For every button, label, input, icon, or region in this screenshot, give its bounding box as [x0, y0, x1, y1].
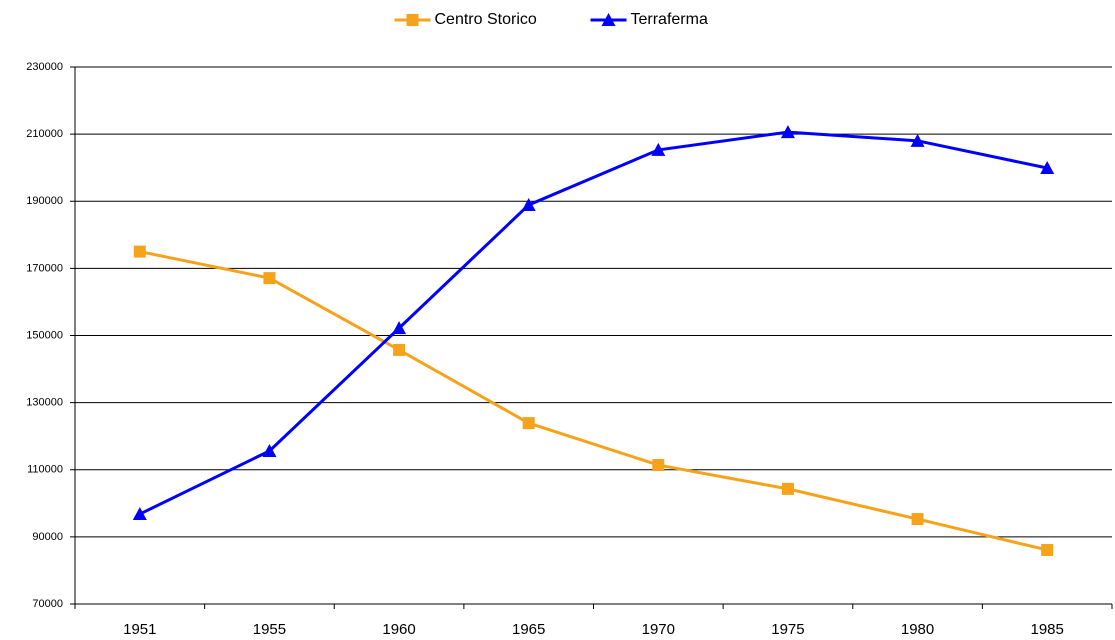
y-tick-label: 190000	[26, 195, 63, 207]
legend-label: Centro Storico	[435, 11, 537, 28]
y-tick-label: 150000	[26, 329, 63, 341]
data-point	[521, 197, 536, 211]
data-point	[262, 443, 277, 457]
y-tick-label: 170000	[26, 262, 63, 274]
legend-marker	[601, 13, 616, 26]
data-point	[1041, 543, 1054, 556]
data-point	[652, 459, 665, 472]
x-tick-label: 1975	[771, 621, 804, 638]
data-point	[1040, 161, 1055, 175]
data-point	[263, 272, 276, 285]
x-tick-label: 1970	[642, 621, 675, 638]
data-point	[781, 482, 794, 495]
x-tick-label: 1980	[901, 621, 934, 638]
data-point	[651, 142, 666, 156]
y-tick-label: 70000	[32, 598, 63, 610]
data-point	[392, 321, 407, 335]
data-point	[910, 133, 925, 147]
y-tick-label: 110000	[27, 464, 63, 476]
data-point	[780, 125, 795, 139]
data-point	[911, 513, 924, 526]
y-tick-label: 90000	[32, 531, 63, 543]
x-tick-label: 1960	[382, 621, 415, 638]
x-tick-label: 1955	[253, 621, 286, 638]
data-point	[393, 343, 406, 356]
y-tick-label: 230000	[26, 61, 63, 73]
y-tick-label: 210000	[26, 128, 63, 140]
y-tick-label: 130000	[26, 397, 63, 409]
data-point	[133, 245, 146, 258]
x-tick-label: 1985	[1031, 621, 1064, 638]
x-tick-label: 1965	[512, 621, 545, 638]
series-line	[139, 130, 1048, 516]
data-point	[132, 507, 147, 521]
legend-marker	[406, 14, 419, 26]
data-point	[522, 417, 535, 430]
series-line	[139, 250, 1048, 552]
legend-label: Terraferma	[631, 11, 708, 28]
x-tick-label: 1951	[123, 621, 156, 638]
